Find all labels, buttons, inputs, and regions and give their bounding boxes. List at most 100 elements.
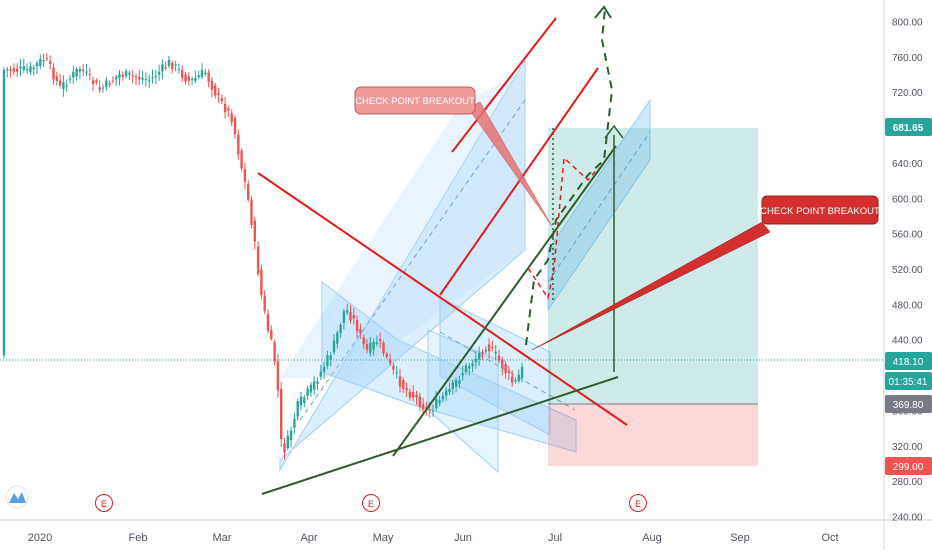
candle-body — [507, 370, 511, 373]
falling-channel-midline — [439, 331, 576, 411]
candle-body — [128, 72, 131, 75]
candle-body — [227, 108, 230, 111]
candle-body — [299, 396, 303, 406]
candle-body — [454, 380, 458, 387]
candle-body — [359, 328, 362, 334]
projection-path-green — [525, 7, 614, 346]
falling-channel-mid[interactable] — [439, 297, 551, 436]
candle-body — [184, 74, 187, 82]
candle-body — [214, 85, 217, 96]
channels-layer — [279, 58, 651, 474]
candle-body — [326, 355, 329, 366]
candle-body — [346, 310, 349, 313]
y-tick-label: 640.00 — [892, 159, 923, 170]
downtrend-line[interactable] — [257, 172, 628, 426]
candle-body — [98, 87, 101, 91]
x-tick-label: Mar — [213, 532, 232, 544]
candle-body — [138, 77, 141, 80]
candle-body — [101, 87, 105, 89]
x-tick-label: Jul — [548, 532, 562, 544]
candle-body — [445, 390, 448, 396]
callout-light-box — [354, 86, 476, 115]
candle-body — [144, 79, 148, 81]
y-tick-label: 560.00 — [892, 230, 923, 241]
candle-body — [520, 366, 524, 378]
callout-dark-text: CHECK POINT BREAKOUT — [760, 206, 880, 217]
candle-body — [273, 342, 276, 362]
breakout-trend-line-mid[interactable] — [439, 67, 599, 296]
candle-body — [408, 391, 412, 398]
candle-body — [369, 342, 372, 353]
x-tick-label: Sep — [730, 532, 750, 544]
rising-channel-right-mid — [547, 131, 651, 283]
profit-zone[interactable] — [548, 128, 758, 404]
candle-body — [200, 70, 204, 78]
candle-body — [171, 62, 174, 69]
candle-body — [289, 430, 293, 440]
candle-body — [52, 67, 55, 80]
candle-body — [395, 372, 398, 374]
candle-body — [75, 69, 78, 77]
candle-body — [504, 364, 507, 374]
support-line-rising[interactable] — [392, 145, 617, 457]
candle-body — [332, 340, 336, 353]
candle-body — [131, 75, 134, 77]
candle-body — [501, 359, 504, 369]
candle-body — [177, 68, 181, 70]
candle-body — [240, 150, 243, 169]
time-axis[interactable]: 2020 Feb Mar Apr May Jun Jul Aug Sep Oct — [28, 532, 839, 544]
candle-body — [385, 353, 388, 357]
earnings-marker[interactable]: E — [362, 494, 380, 512]
candle-body — [181, 69, 184, 78]
candle-body — [197, 75, 200, 78]
big-rising-channel[interactable] — [279, 58, 526, 472]
price-axis[interactable]: 240.00280.00320.00360.00400.00440.00480.… — [892, 18, 923, 524]
y-tick-label: 760.00 — [892, 53, 923, 64]
candle-body — [448, 388, 451, 393]
candle-body — [134, 76, 138, 78]
support-line-long[interactable] — [261, 376, 619, 495]
candle-body — [210, 80, 214, 90]
candle-body — [382, 342, 385, 354]
candle-body — [25, 69, 29, 71]
candle-body — [392, 365, 395, 370]
callout-light[interactable]: CHECK POINT BREAKOUT — [354, 86, 476, 115]
candle-body — [35, 62, 39, 67]
candle-body — [108, 83, 111, 86]
candle-body — [19, 66, 22, 69]
y-tick-label: 720.00 — [892, 88, 923, 99]
candles-layer — [2, 53, 524, 460]
callout-dark-box — [761, 195, 879, 225]
candle-body — [418, 396, 421, 407]
candle-body — [375, 342, 379, 344]
y-tick-label: 280.00 — [892, 477, 923, 488]
candle-body — [237, 134, 240, 155]
earnings-marker-label: E — [635, 499, 641, 509]
candle-body — [124, 70, 128, 77]
rising-channel-right[interactable] — [547, 98, 651, 312]
candle-body — [412, 392, 415, 398]
x-tick-label: Oct — [821, 532, 838, 544]
x-tick-label: May — [373, 532, 394, 544]
candle-body — [428, 409, 431, 411]
earnings-marker[interactable]: E — [95, 494, 113, 512]
candle-body — [65, 85, 68, 87]
candle-body — [365, 344, 369, 350]
tradingview-logo-icon[interactable] — [5, 485, 29, 509]
breakout-trend-line-upper[interactable] — [451, 17, 557, 153]
candle-body — [487, 344, 491, 352]
candle-body — [352, 315, 355, 319]
candle-body — [342, 311, 346, 323]
event-markers: E E E — [95, 494, 647, 512]
candle-body — [319, 371, 322, 377]
candle-body — [451, 382, 454, 390]
big-channel-midline — [299, 99, 526, 421]
earnings-marker[interactable]: E — [629, 494, 647, 512]
loss-zone[interactable] — [548, 404, 758, 466]
projection-path-red — [527, 156, 599, 300]
candle-body — [280, 389, 283, 440]
callout-dark[interactable]: CHECK POINT BREAKOUT — [760, 195, 880, 225]
callout-pointer-dark — [531, 221, 771, 351]
